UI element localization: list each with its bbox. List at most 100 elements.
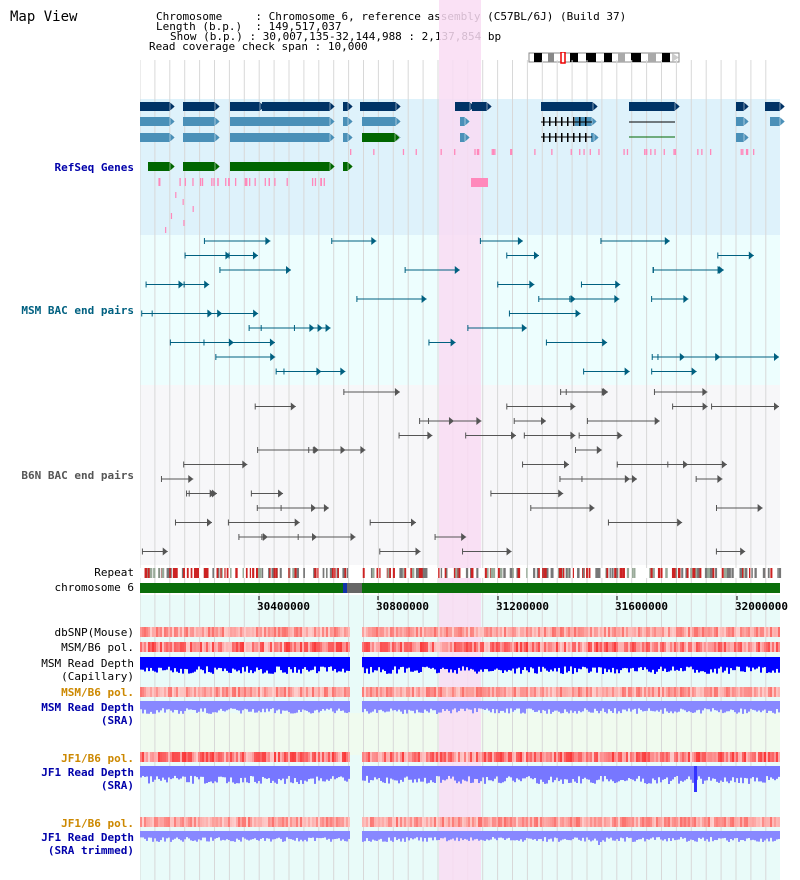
pol-cell: [426, 817, 428, 827]
pol-cell: [710, 642, 712, 652]
pol-cell: [308, 642, 310, 652]
depth-bar: [224, 701, 226, 712]
pol-cell: [186, 817, 188, 827]
pol-cell: [758, 687, 760, 697]
depth-bar: [400, 657, 402, 668]
pol-cell: [424, 752, 426, 762]
gene-block: [343, 117, 348, 126]
depth-bar: [456, 766, 458, 784]
depth-bar: [246, 657, 248, 667]
pol-cell: [296, 627, 298, 637]
pol-cell: [230, 687, 232, 697]
depth-bar: [708, 766, 710, 777]
pol-cell: [400, 627, 402, 637]
pol-cell: [500, 642, 502, 652]
info-sep: :: [255, 10, 262, 23]
pol-cell: [396, 627, 398, 637]
depth-bar: [332, 831, 334, 840]
depth-bar: [144, 766, 146, 777]
depth-bar: [398, 766, 400, 784]
depth-bar: [218, 766, 220, 777]
depth-bar: [312, 701, 314, 714]
repeat-mark: [741, 568, 744, 578]
chromosome-ideogram[interactable]: [528, 52, 683, 64]
track-label-jf1-depth-2: (SRA): [100, 779, 134, 792]
pol-cell: [634, 627, 636, 637]
depth-bar: [238, 701, 240, 711]
depth-bar: [538, 701, 540, 711]
gene-tick: [274, 178, 276, 186]
depth-bar: [562, 831, 564, 840]
track-label-refseq[interactable]: RefSeq Genes: [54, 161, 134, 174]
depth-bar: [748, 701, 750, 712]
pol-cell: [428, 627, 430, 637]
pol-cell: [678, 687, 680, 697]
depth-bar: [570, 831, 572, 841]
depth-bar: [424, 831, 426, 839]
pol-cell: [142, 687, 144, 697]
pol-cell: [734, 752, 736, 762]
depth-bar: [526, 766, 528, 778]
pol-cell: [206, 687, 208, 697]
pol-cell: [242, 752, 244, 762]
bac-pair-arrow: [162, 547, 168, 556]
pol-cell: [194, 642, 196, 652]
depth-bar: [440, 657, 442, 669]
pol-cell: [252, 627, 254, 637]
pol-cell: [720, 752, 722, 762]
pol-cell: [650, 687, 652, 697]
pol-cell: [282, 627, 284, 637]
depth-bar: [746, 657, 748, 667]
pol-cell: [236, 687, 238, 697]
depth-bar: [746, 766, 748, 779]
pol-cell: [496, 627, 498, 637]
pol-cell: [540, 817, 542, 827]
pol-cell: [214, 817, 216, 827]
pol-cell: [756, 752, 758, 762]
pol-cell: [208, 687, 210, 697]
depth-bar: [576, 766, 578, 784]
pol-cell: [536, 817, 538, 827]
repeat-mark: [694, 568, 698, 578]
track-label-b6n-bac[interactable]: B6N BAC end pairs: [21, 469, 134, 482]
pol-cell: [180, 627, 182, 637]
bac-pair-arrow: [654, 417, 660, 425]
highlight-region[interactable]: [439, 0, 481, 880]
pol-cell: [344, 642, 346, 652]
depth-bar: [242, 701, 244, 711]
depth-bar: [230, 766, 232, 778]
depth-bar: [574, 657, 576, 669]
bac-pair-arrow: [717, 475, 723, 483]
repeat-mark: [619, 568, 622, 578]
pol-cell: [414, 752, 416, 762]
depth-bar: [682, 766, 684, 782]
depth-bar: [492, 831, 494, 838]
depth-bar: [514, 701, 516, 711]
pol-cell: [556, 642, 558, 652]
pol-cell: [346, 817, 348, 827]
pol-cell: [472, 687, 474, 697]
pol-cell: [280, 752, 282, 762]
depth-bar: [376, 657, 378, 671]
depth-bar: [322, 766, 324, 782]
pol-cell: [306, 752, 308, 762]
pol-cell: [584, 752, 586, 762]
gene-tick: [626, 149, 629, 155]
pol-cell: [604, 817, 606, 827]
repeat-mark: [577, 568, 580, 578]
pol-cell: [770, 627, 772, 637]
track-label-msm-bac[interactable]: MSM BAC end pairs: [21, 304, 134, 317]
depth-bar: [738, 701, 740, 713]
pol-cell: [778, 627, 780, 637]
depth-bar: [318, 701, 320, 713]
pol-cell: [282, 752, 284, 762]
depth-bar: [298, 657, 300, 670]
bac-pair-arrow: [702, 388, 708, 396]
depth-bar: [462, 831, 464, 841]
depth-bar: [256, 831, 258, 841]
depth-bar: [422, 657, 424, 667]
gene-tick: [644, 149, 646, 155]
pol-cell: [378, 627, 380, 637]
pol-cell: [388, 687, 390, 697]
pol-cell: [750, 687, 752, 697]
